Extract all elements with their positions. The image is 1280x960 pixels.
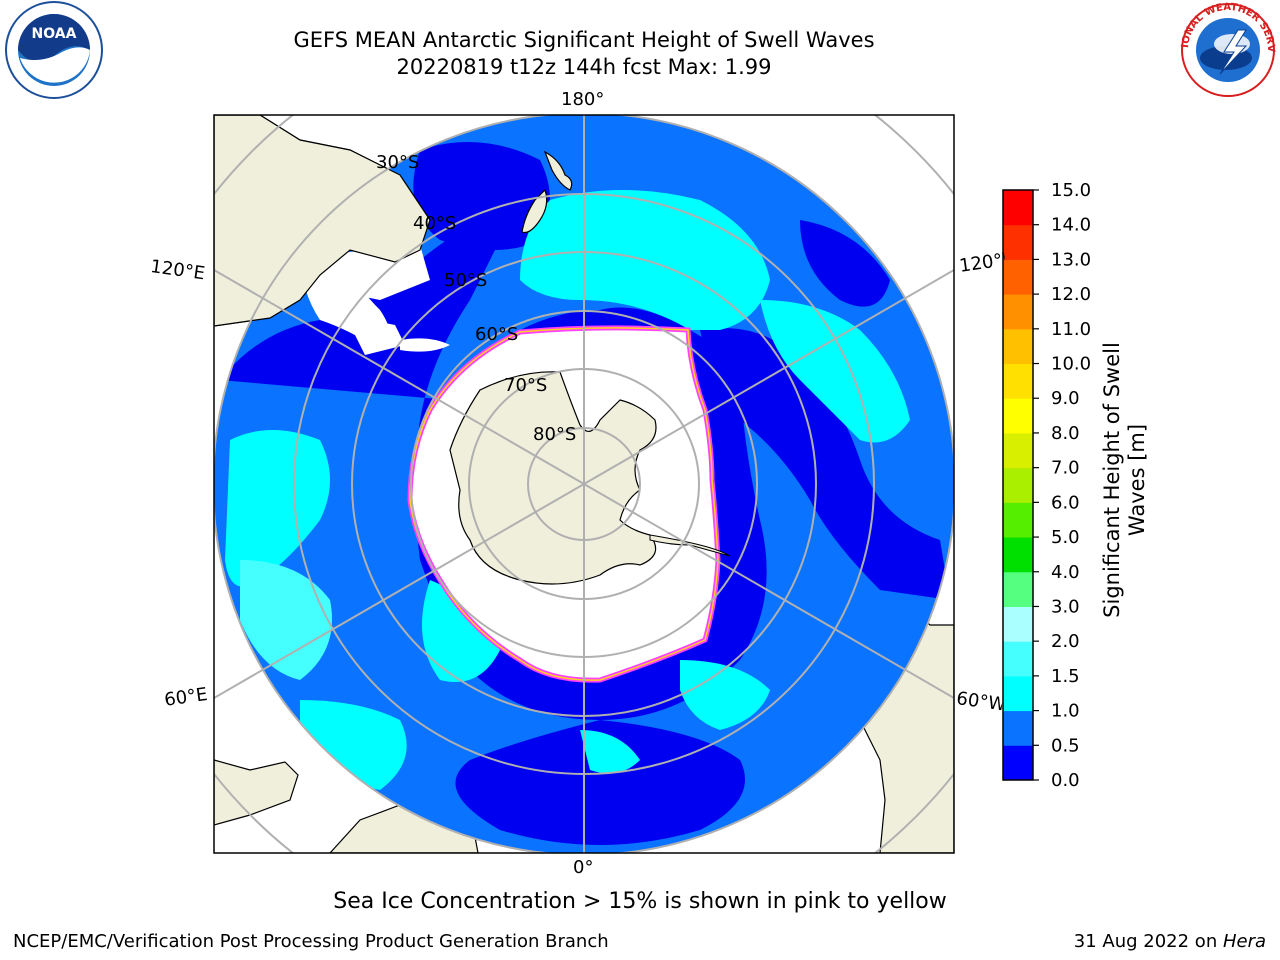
colorbar-tick-label: 11.0: [1051, 319, 1091, 340]
title-line-1: GEFS MEAN Antarctic Significant Height o…: [293, 28, 875, 52]
svg-text:NOAA: NOAA: [32, 26, 77, 42]
colorbar-segment: [1003, 328, 1033, 365]
footer-credit: NCEP/EMC/Verification Post Processing Pr…: [13, 931, 609, 952]
latitude-label-70s: 70°S: [504, 375, 548, 396]
colorbar-segment: [1003, 432, 1033, 469]
nws-logo: NATIONAL WEATHER SERVICE: [1176, 0, 1276, 97]
colorbar-segment: [1003, 294, 1033, 330]
colorbar: 0.0 0.5 1.0 1.5 2.0 3.0 4.0 5.0 6.0 7.0 8.0 9.0 10.0…: [1002, 180, 1091, 791]
noaa-logo: NOAA: [5, 1, 103, 99]
colorbar-tick-label: 10.0: [1051, 354, 1091, 375]
colorbar-segment: [1003, 502, 1033, 538]
colorbar-segment: [1003, 398, 1033, 434]
colorbar-tick-label: 0.5: [1051, 735, 1080, 756]
colorbar-frame: [1002, 189, 1034, 781]
colorbar-tick-label: 2.0: [1051, 631, 1080, 652]
colorbar-segment: [1003, 745, 1033, 781]
colorbar-tick-label: 13.0: [1051, 249, 1091, 270]
latitude-label-30s: 30°S: [376, 152, 420, 173]
colorbar-segment: [1003, 467, 1033, 503]
title-line-2: 20220819 t12z 144h fcst Max: 1.99: [396, 55, 772, 79]
map-area: [214, 115, 954, 853]
meridian-label-180: 180°: [561, 89, 605, 110]
sea-ice-note: Sea Ice Concentration > 15% is shown in …: [333, 889, 947, 914]
colorbar-tick-label: 12.0: [1051, 284, 1091, 305]
map-frame: [213, 114, 955, 854]
colorbar-tick-label: 1.5: [1051, 666, 1080, 687]
latitude-label-40s: 40°S: [413, 213, 457, 234]
latitude-label-50s: 50°S: [444, 270, 488, 291]
colorbar-tick-label: 4.0: [1051, 562, 1080, 583]
antarctic-peninsula: [649, 534, 731, 557]
colorbar-tick-label: 14.0: [1051, 215, 1091, 236]
new-zealand-land: [521, 150, 573, 234]
colorbar-tick-label: 7.0: [1051, 458, 1080, 479]
colorbar-segment: [1003, 259, 1033, 295]
colorbar-segment: [1003, 606, 1033, 642]
latitude-label-80s: 80°S: [533, 424, 577, 445]
colorbar-segment: [1003, 710, 1033, 746]
meridian-label-0: 0°: [573, 857, 594, 878]
colorbar-segment: [1003, 363, 1033, 399]
footer-date: 31 Aug 2022 on Hera: [1073, 931, 1266, 952]
colorbar-segment: [1003, 571, 1033, 607]
colorbar-tick-label: 6.0: [1051, 492, 1080, 513]
latitude-label-60s: 60°S: [475, 324, 519, 345]
colorbar-segment: [1003, 224, 1033, 260]
colorbar-tick-label: 5.0: [1051, 527, 1080, 548]
colorbar-tick-label: 15.0: [1051, 180, 1091, 201]
colorbar-label: Significant Height of Swell Waves [m]: [1100, 342, 1149, 618]
colorbar-tick-label: 3.0: [1051, 596, 1080, 617]
colorbar-segment: [1003, 190, 1033, 226]
antarctica-land: [449, 371, 657, 585]
colorbar-tick-label: 1.0: [1051, 701, 1080, 722]
graticule: [214, 115, 954, 853]
colorbar-segment: [1003, 537, 1033, 573]
colorbar-segment: [1003, 675, 1033, 712]
colorbar-tick-label: 0.0: [1051, 770, 1080, 791]
colorbar-segment: [1003, 641, 1033, 677]
colorbar-tick-label: 9.0: [1051, 388, 1080, 409]
colorbar-tick-label: 8.0: [1051, 423, 1080, 444]
